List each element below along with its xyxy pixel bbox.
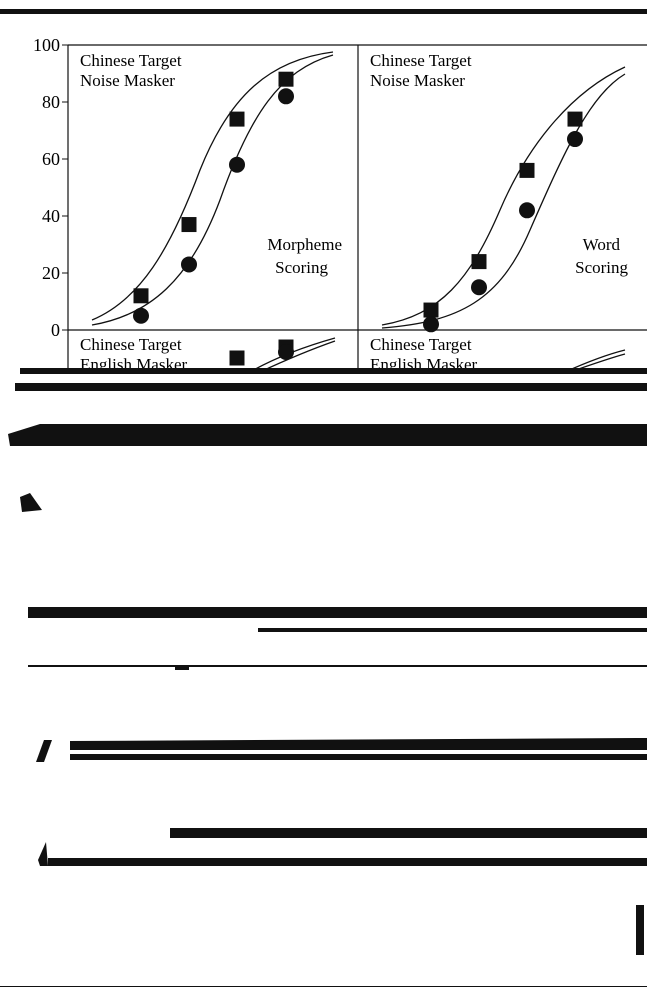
panel-top-left-label: Chinese Target Noise Masker Morpheme Sco… [80,51,342,277]
y-tick-label: 40 [42,206,60,226]
y-axis: 0 20 40 60 80 100 [33,35,68,340]
artifact-bar [70,738,647,750]
scoring-label-line-2: Scoring [275,258,328,277]
circle-marker [471,279,487,296]
circle-marker [229,156,245,173]
square-marker [229,111,245,127]
panel-top-right-label: Chinese Target Noise Masker Word Scoring [370,51,628,277]
artifact-bar [28,665,647,667]
scoring-label-line-2: Scoring [575,258,628,277]
fit-curve-square [381,66,626,326]
panel-label-line-2: Noise Masker [80,71,175,90]
square-marker [133,288,149,304]
fit-curve-circle [91,54,334,326]
fit-curve-circle [381,73,626,329]
fit-curve-circle [259,340,336,373]
square-marker [181,217,197,233]
y-tick-label: 80 [42,92,60,112]
data-markers [133,71,583,366]
square-marker [229,350,245,366]
y-tick-label: 20 [42,263,60,283]
square-marker [471,254,487,270]
panel-label-line-1: Chinese Target [370,51,472,70]
circle-marker [423,316,439,333]
fit-curve-square [91,51,334,321]
panel-frame [67,44,647,372]
square-marker [423,302,439,318]
square-marker [519,162,535,178]
circle-marker [519,202,535,219]
artifact-bar [170,828,647,838]
artifact-bar [70,754,647,760]
artifact-bar [36,740,52,762]
artifact-bar [636,905,644,955]
panel-label-line-1: Chinese Target [370,335,472,354]
panel-label-line-1: Chinese Target [80,335,182,354]
circle-marker [278,344,294,360]
y-tick-label: 60 [42,149,60,169]
square-marker [567,111,583,127]
y-tick-label: 0 [51,320,60,340]
artifact-bar [15,383,647,391]
circle-marker [567,131,583,148]
artifact-bar [258,628,647,632]
scoring-label-line-1: Morpheme [267,235,342,254]
circle-marker [278,88,294,105]
fit-curve-square [249,337,336,373]
y-tick-label: 100 [33,35,60,55]
artifact-bar [20,493,42,512]
scan-artifacts [0,368,647,987]
panel-label-line-2: Noise Masker [370,71,465,90]
artifact-bar [28,607,647,618]
artifact-bar [8,424,40,446]
circle-marker [181,256,197,273]
artifact-bar [40,424,647,446]
circle-marker [133,307,149,324]
artifact-bar [20,368,647,374]
panel-label-line-1: Chinese Target [80,51,182,70]
artifact-bar [48,858,647,866]
scoring-label-line-1: Word [583,235,621,254]
top-rule [0,9,647,14]
artifact-bar [38,842,48,866]
square-marker [278,71,294,87]
artifact-bar [175,666,189,670]
